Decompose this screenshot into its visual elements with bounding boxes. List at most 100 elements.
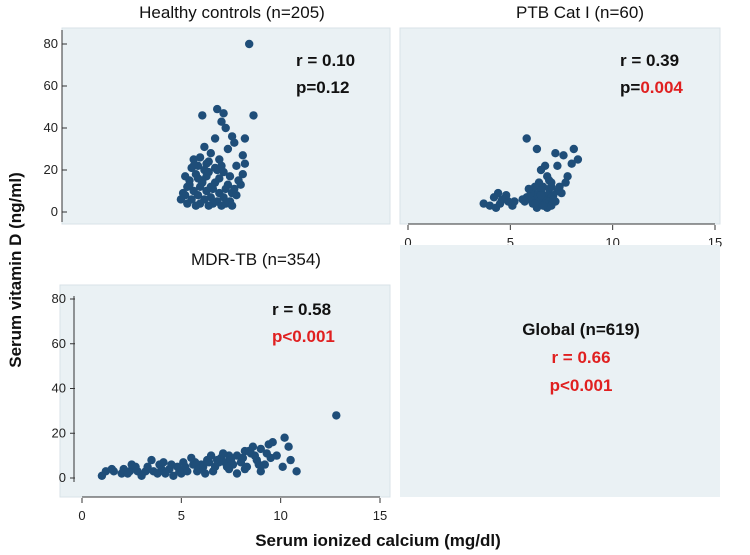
scatter-point — [536, 165, 546, 175]
scatter-point — [495, 199, 505, 208]
scatter-point — [256, 467, 265, 476]
scatter-point — [221, 184, 230, 194]
x-tick-label: 5 — [507, 235, 514, 250]
correlation-r: r = 0.58 — [272, 300, 331, 319]
scatter-point — [286, 455, 295, 465]
scatter-point — [238, 151, 247, 160]
scatter-points — [479, 134, 583, 212]
scatter-point — [230, 138, 239, 147]
scatter-point — [272, 451, 281, 460]
x-ticks: 0 5 10 15 — [78, 498, 387, 523]
panel-mdr-tb: MDR-TB (n=354) 0 20 40 60 80 0 5 10 15 r = 0.58… — [52, 250, 391, 523]
scatter-point — [567, 159, 576, 168]
scatter-point — [206, 193, 215, 202]
scatter-point — [185, 180, 194, 189]
scatter-point — [489, 193, 499, 202]
y-tick-label: 80 — [44, 36, 58, 51]
scatter-point — [536, 191, 546, 200]
scatter-point — [199, 462, 208, 471]
scatter-point — [557, 188, 566, 198]
scatter-point — [240, 159, 250, 168]
scatter-point — [189, 161, 198, 170]
y-tick-label: 0 — [59, 470, 66, 485]
panel-title: Healthy controls (n=205) — [139, 3, 325, 22]
x-tick-label: 15 — [373, 508, 387, 523]
scatter-point — [332, 411, 341, 420]
panel-global: Global (n=619) r = 0.66 p<0.001 — [400, 245, 720, 497]
scatter-point — [524, 184, 533, 194]
scatter-point — [262, 449, 271, 458]
scatter-point — [530, 199, 540, 208]
panel-title: PTB Cat I (n=60) — [516, 3, 644, 22]
scatter-point — [227, 132, 237, 141]
scatter-point — [278, 462, 287, 471]
scatter-point — [123, 469, 132, 478]
scatter-point — [97, 471, 107, 480]
scatter-point — [538, 201, 548, 210]
scatter-point — [563, 172, 572, 181]
scatter-point — [147, 455, 156, 465]
scatter-point — [201, 469, 210, 478]
x-tick-label: 0 — [78, 508, 85, 523]
p-value: p=0.12 — [296, 78, 349, 97]
scatter-point — [223, 144, 233, 154]
scatter-point — [195, 153, 205, 162]
y-tick-label: 80 — [52, 291, 66, 306]
scatter-point — [219, 193, 228, 202]
p-number: 0.004 — [640, 78, 683, 97]
p-prefix: p= — [620, 78, 640, 97]
y-tick-label: 0 — [51, 204, 58, 219]
scatter-point — [210, 462, 220, 471]
scatter-point — [240, 134, 250, 143]
scatter-point — [280, 433, 289, 442]
y-tick-label: 20 — [44, 162, 58, 177]
scatter-point — [268, 438, 277, 447]
scatter-point — [217, 117, 226, 126]
scatter-point — [504, 197, 513, 206]
scatter-point — [193, 174, 203, 183]
scatter-point — [200, 142, 209, 152]
scatter-point — [254, 460, 263, 469]
scatter-point — [292, 467, 301, 476]
scatter-point — [545, 176, 554, 185]
scatter-point — [210, 134, 220, 143]
scatter-point — [249, 111, 258, 120]
scatter-point — [244, 446, 254, 456]
scatter-point — [221, 123, 230, 133]
scatter-point — [175, 467, 184, 476]
global-label: Global (n=619) — [522, 320, 640, 339]
scatter-point — [222, 462, 232, 471]
p-value: p<0.001 — [272, 327, 335, 346]
scatter-point — [183, 467, 192, 476]
y-tick-label: 20 — [52, 425, 66, 440]
y-tick-label: 40 — [44, 120, 58, 135]
y-ticks: 0 20 40 60 80 — [44, 36, 67, 219]
scatter-point — [202, 159, 211, 168]
scatter-point — [225, 172, 235, 181]
scatter-point — [206, 451, 216, 460]
scatter-point — [232, 191, 241, 200]
scatter-point — [206, 149, 215, 158]
scatter-point — [520, 197, 529, 206]
scatter-point — [206, 182, 215, 191]
scatter-point — [137, 471, 146, 480]
scatter-point — [238, 170, 247, 179]
correlation-r: r = 0.10 — [296, 51, 355, 70]
scatter-point — [242, 462, 252, 471]
y-tick-label: 60 — [44, 78, 58, 93]
x-tick-label: 5 — [178, 508, 185, 523]
scatter-point — [195, 182, 205, 191]
scatter-point — [204, 201, 213, 210]
y-axis-label: Serum vitamin D (ng/ml) — [6, 172, 25, 368]
scatter-point — [250, 451, 259, 460]
x-tick-label: 10 — [273, 508, 287, 523]
scatter-point — [167, 460, 176, 469]
scatter-point — [143, 462, 152, 471]
global-background — [400, 245, 720, 497]
scatter-point — [161, 469, 170, 478]
scatter-point — [191, 201, 201, 210]
scatter-point — [169, 471, 178, 480]
scatter-point — [219, 109, 228, 118]
